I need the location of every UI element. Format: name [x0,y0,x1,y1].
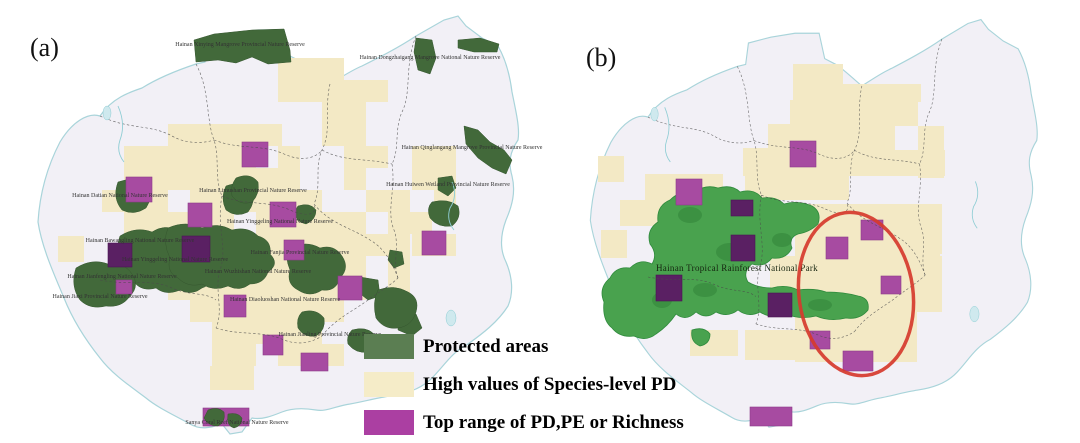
reserve-label: Hainan Yinggeling National Nature Reserv… [227,219,333,225]
top-range-cell [421,230,447,256]
reserve-label: Hainan Jianfengling National Nature Rese… [67,273,177,280]
high-pd-cell [322,124,366,146]
high-pd-cell [893,150,945,176]
top-range-cell [880,275,902,295]
high-pd-cell [344,168,366,190]
top-range-cell [300,352,329,372]
map-b-national-park: Hainan Tropical Rainforest National Park… [586,19,1038,428]
national-park-label: Hainan Tropical Rainforest National Park [656,263,818,273]
legend-item-protected-areas: Protected areas [364,334,684,359]
legend-swatch-high-pd [364,372,414,397]
high-pd-cell [212,344,256,366]
top-range-cell [115,279,133,295]
top-range-overlap-cell [655,274,683,302]
reserve-label: Hainan Datian National Nature Reserve [72,193,168,199]
legend-swatch-protected-areas [364,334,414,359]
top-range-cell [283,239,305,261]
reserve-label: Hainan Diaoluoshan National Nature Reser… [230,297,340,303]
top-range-cell [269,201,297,228]
top-range-cell [241,141,269,168]
high-pd-cell [843,124,895,150]
reserve-label: Hainan Jianling Provincial Nature Reserv… [279,332,382,338]
reserve-label: Hainan Fanjia Provincial Nature Reserve [251,250,350,256]
top-range-cell [825,236,849,260]
legend-label-high-pd: High values of Species-level PD [423,374,677,395]
reserve-label: Hainan Yinggeling National Nature Reserv… [122,257,228,263]
top-range-cell [262,334,284,356]
high-pd-cell [412,146,456,168]
panel-b-label: (b) [586,43,616,72]
top-range-cell [223,294,247,318]
high-pd-cell [278,58,344,80]
top-range-cell [187,202,213,228]
legend-swatch-top-range [364,410,414,435]
legend-label-protected-areas: Protected areas [423,336,549,357]
high-pd-cell [278,146,300,168]
top-range-cell [789,140,817,168]
top-range-cell [337,275,363,301]
high-pd-cell [278,80,388,102]
reserve-label: Hainan Jiaxi Provincial Nature Reserve [53,294,148,300]
high-pd-cell [212,322,322,344]
high-pd-cell [743,148,895,176]
legend-label-top-range: Top range of PD,PE or Richness [423,412,684,433]
high-pd-cell [124,146,256,168]
high-pd-cell [344,146,388,168]
reserve-label: Hainan Limushan Provincial Nature Reserv… [199,188,307,194]
top-range-cell [749,406,793,427]
reserve-label: Hainan Xinying Mangrove Provincial Natur… [175,42,305,48]
high-pd-cell [843,84,921,102]
reserve-label: Hainan Wuzhishan National Nature Reserve [205,269,312,275]
top-range-overlap-cell [730,234,756,262]
high-pd-cell [322,102,366,124]
map-a-top-range-cells [107,141,447,427]
legend: Protected areas High values of Species-l… [364,334,684,435]
reserve-label: Hainan Qinglangang Mangrove Provincial N… [402,145,543,151]
map-a-hainan-reserves: Hainan Xinying Mangrove Provincial Natur… [30,15,543,435]
highlight-ellipse [796,210,916,378]
map-a-reserve-labels: Hainan Xinying Mangrove Provincial Natur… [53,42,543,426]
high-pd-cell [210,366,254,390]
top-range-overlap-cell [730,199,754,217]
top-range-overlap-cell [181,235,211,263]
top-range-overlap-cell [107,242,133,268]
high-pd-cell [790,100,918,126]
reserve-label: Hainan Dongzhaigang Mangrove National Na… [360,55,501,61]
top-range-cell [125,176,153,203]
high-pd-cell [745,330,797,360]
high-pd-cell [918,204,942,254]
high-pd-cell [793,64,843,102]
top-range-cell [675,178,703,206]
top-range-cell [842,350,874,372]
map-b-top-range-cells [655,140,902,427]
panel-a-label: (a) [30,33,59,62]
high-pd-cell [598,156,624,182]
high-pd-cell [58,236,84,262]
high-pd-cell [366,190,410,212]
legend-item-top-range: Top range of PD,PE or Richness [364,410,684,435]
high-pd-cell [168,124,236,146]
reserve-label: Hainan Huiwen Wetland Provincial Nature … [386,182,510,188]
top-range-overlap-cell [767,292,793,318]
map-a-sanya-reserves [203,408,243,429]
high-pd-cell [388,212,432,234]
high-pd-cell [601,230,627,258]
high-pd-cell [236,124,282,146]
reserve-label: Hainan Bawangling National Nature Reserv… [86,238,195,244]
reserve-label: Sanya Coral Reef National Nature Reserve [185,419,288,426]
legend-item-high-pd: High values of Species-level PD [364,372,684,397]
